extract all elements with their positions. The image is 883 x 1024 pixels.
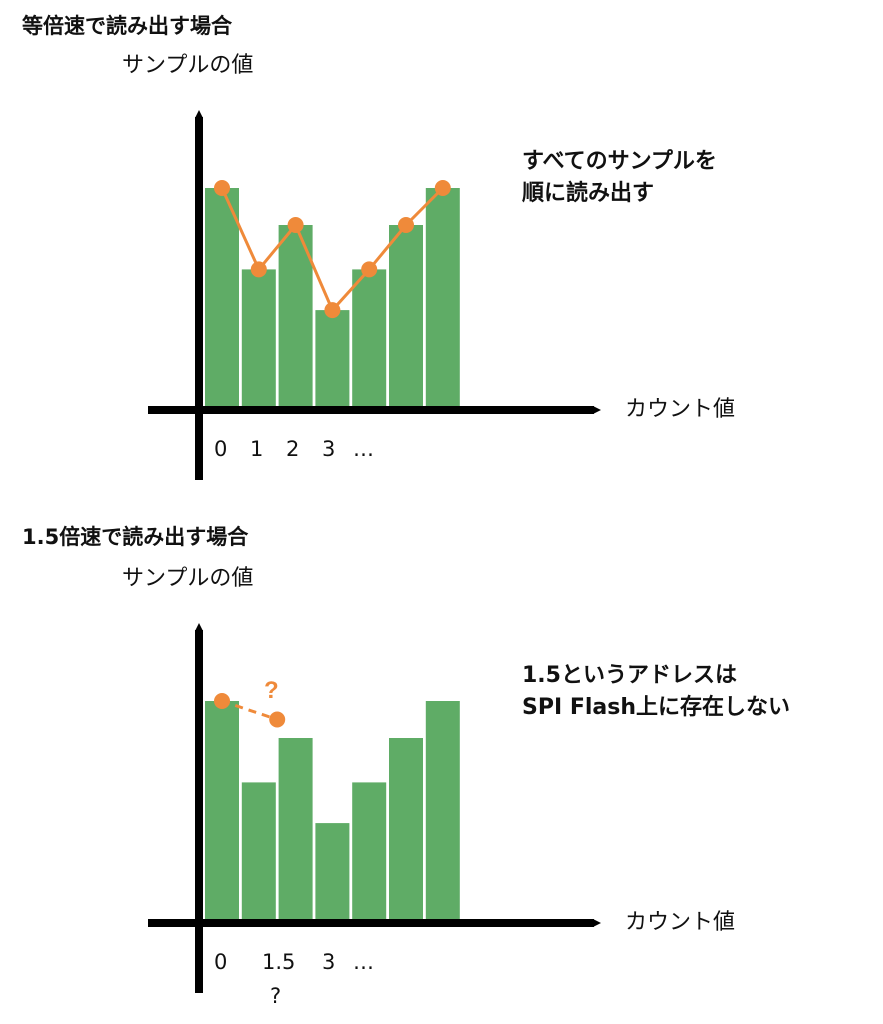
sample-point-0 — [214, 693, 230, 709]
bar-3 — [315, 310, 350, 410]
bar-2 — [278, 738, 313, 923]
bar-0 — [205, 701, 239, 923]
panel-2-title: 1.5倍速で読み出す場合 — [22, 525, 249, 549]
bar-4 — [352, 269, 387, 410]
sample-point-6 — [434, 180, 451, 196]
bar-6 — [425, 188, 460, 410]
panel-2-x-axis-label: カウント値 — [625, 910, 736, 935]
bar-1 — [241, 782, 276, 923]
panel-1-x-axis-label: カウント値 — [625, 397, 736, 422]
sample-point-4 — [361, 261, 378, 278]
panel-2-tick-0: 0 — [214, 950, 228, 974]
panel-1-5x-speed — [148, 623, 601, 993]
bar-5 — [389, 738, 423, 923]
panel-2-point-question: ? — [264, 677, 279, 704]
sample-point-1.5 — [269, 711, 286, 728]
bar-0 — [205, 188, 239, 410]
sample-point-2 — [287, 217, 304, 233]
panel-1-tick-ellipsis: … — [353, 437, 374, 461]
panel-1-tick-1: 1 — [250, 437, 264, 461]
bar-3 — [315, 823, 350, 923]
sample-point-1 — [250, 261, 267, 278]
bar-2 — [278, 225, 313, 410]
panel-2-tick-3: 3 — [322, 950, 336, 974]
panel-2-annotation: 1.5というアドレスは SPI Flash上に存在しない — [522, 663, 790, 720]
panel-2-tick-1-5: 1.5 — [262, 950, 296, 974]
sample-point-5 — [398, 217, 414, 233]
panel-1-tick-2: 2 — [286, 437, 300, 461]
panel-1-title: 等倍速で読み出す場合 — [22, 14, 232, 38]
bar-1 — [241, 269, 276, 410]
bar-6 — [425, 701, 460, 923]
panel-1-annotation: すべてのサンプルを 順に読み出す — [522, 149, 717, 206]
panel-constant-speed — [148, 110, 601, 480]
bar-5 — [389, 225, 423, 410]
panel-2-tick-ellipsis: … — [353, 950, 374, 974]
dashed-interpolation-line — [221, 699, 278, 721]
panel-1-tick-3: 3 — [322, 437, 336, 461]
panel-2-tick-question: ? — [270, 984, 282, 1008]
sample-point-0 — [214, 180, 230, 196]
panel-1-y-axis-label: サンプルの値 — [122, 53, 254, 78]
panel-2-y-axis-label: サンプルの値 — [122, 566, 254, 591]
sample-point-3 — [324, 302, 341, 319]
bar-4 — [352, 782, 387, 923]
panel-1-tick-0: 0 — [214, 437, 228, 461]
